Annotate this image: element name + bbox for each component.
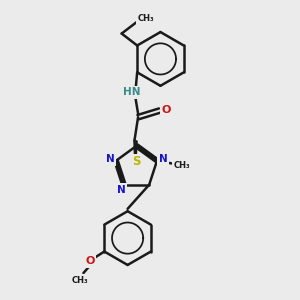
Text: CH₃: CH₃ xyxy=(138,14,155,23)
Text: N: N xyxy=(106,154,115,164)
Text: HN: HN xyxy=(123,87,141,98)
Text: CH₃: CH₃ xyxy=(71,276,88,285)
Text: N: N xyxy=(159,154,167,164)
Text: O: O xyxy=(161,105,171,115)
Text: CH₃: CH₃ xyxy=(173,161,190,170)
Text: O: O xyxy=(85,256,95,266)
Text: N: N xyxy=(117,185,125,195)
Text: S: S xyxy=(132,155,140,168)
